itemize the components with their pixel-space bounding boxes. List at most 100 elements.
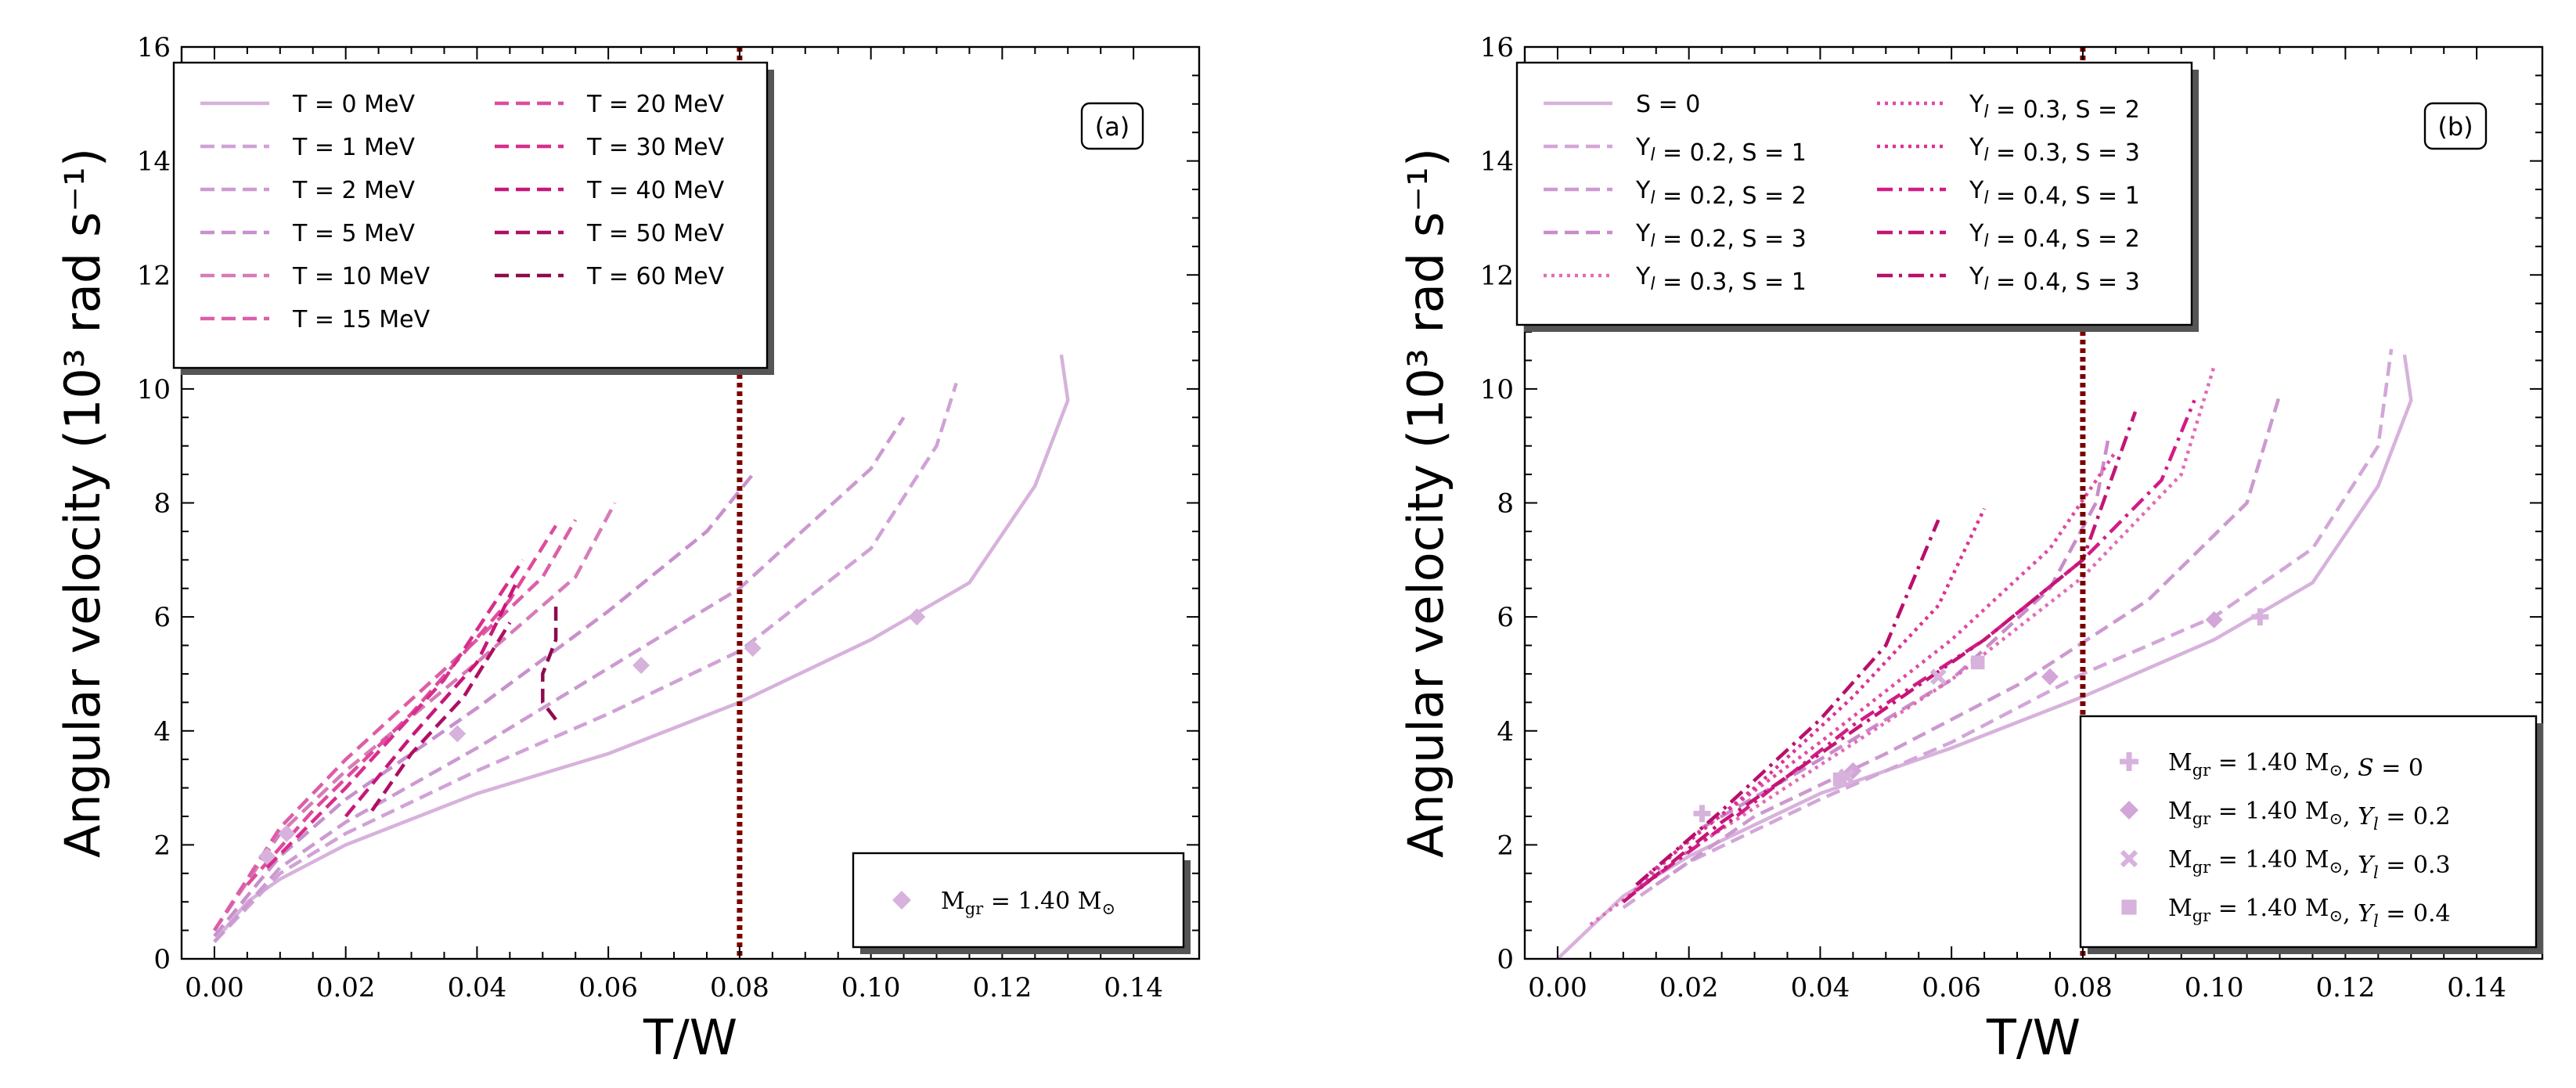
x-tick-label: 0.02: [316, 972, 376, 1003]
series-line-7: [265, 559, 524, 870]
data-marker-0-0: [2251, 608, 2269, 626]
x-tick-label: 0.04: [1791, 972, 1850, 1003]
y-tick-label: 12: [1480, 260, 1514, 291]
marker-legend-label-2: Mgr = 1.40 M⊙, Yl = 0.3: [2168, 846, 2451, 882]
marker-legend-box: [2079, 715, 2538, 949]
marker-legend-symbol-3: [2121, 899, 2137, 915]
data-marker-0-2: [632, 657, 650, 675]
legend-label-0: T = 0 MeV: [292, 91, 415, 118]
y-tick-label: 6: [1497, 602, 1514, 633]
marker-legend-label-3: Mgr = 1.40 M⊙, Yl = 0.4: [2168, 895, 2451, 931]
data-marker-0-1: [744, 639, 762, 657]
series-line-2: [213, 416, 906, 943]
y-tick-label: 10: [137, 374, 171, 405]
legend-label-8: Yl = 0.4, S = 2: [1969, 220, 2140, 253]
y-tick-label: 4: [153, 716, 171, 748]
legend-label-2: T = 2 MeV: [292, 177, 415, 204]
marker-legend-symbol-0: [2120, 752, 2138, 771]
legend-label-4: T = 10 MeV: [292, 263, 431, 290]
series-line-0: [213, 354, 1070, 943]
data-marker-0-1: [1693, 805, 1711, 823]
data-marker-0-5: [258, 847, 276, 865]
y-tick-label: 4: [1497, 716, 1514, 748]
y-tick-label: 12: [137, 260, 171, 291]
y-tick-label: 2: [1497, 830, 1514, 861]
legend-label-8: T = 40 MeV: [586, 177, 725, 204]
series-line-9: [1635, 519, 1940, 886]
series-line-2: [1655, 394, 2282, 887]
data-marker-0-4: [278, 824, 296, 842]
legend-label-10: T = 60 MeV: [586, 263, 725, 290]
data-marker-0-0: [908, 608, 926, 626]
panel-tag: (b): [2437, 112, 2473, 142]
x-tick-label: 0.10: [2185, 972, 2244, 1003]
y-tick-label: 10: [1480, 374, 1514, 405]
x-axis-label: T/W: [643, 1009, 737, 1066]
series-line-1: [213, 382, 958, 943]
legend-label-9: Yl = 0.4, S = 3: [1969, 263, 2140, 296]
marker-legend-label-0: Mgr = 1.40 M⊙, S = 0: [2168, 749, 2423, 782]
x-tick-label: 0.00: [1528, 972, 1587, 1003]
panel-a: 0.00 0.02 0.04 0.06 0.08 0.10 0.12 0.14 0 2 4 6 8 10 1…: [54, 32, 1201, 1066]
series-line-5: [213, 519, 578, 931]
marker-legend-label-1: Mgr = 1.40 M⊙, Yl = 0.2: [2168, 798, 2451, 834]
y-tick-label: 2: [153, 830, 171, 861]
x-tick-label: 0.14: [1104, 972, 1163, 1003]
y-tick-label: 14: [137, 146, 171, 178]
marker-legend-symbol-1: [2120, 801, 2138, 820]
legend-label-4: Yl = 0.3, S = 1: [1635, 263, 1807, 296]
x-tick-label: 0.14: [2447, 972, 2506, 1003]
legend-label-2: Yl = 0.2, S = 2: [1635, 177, 1807, 210]
y-tick-label: 14: [1480, 146, 1514, 178]
series-line-8: [344, 582, 518, 818]
series-line-4: [1589, 366, 2216, 927]
data-marker-1-0: [2205, 611, 2223, 629]
panel-tag: (a): [1095, 112, 1130, 142]
x-tick-label: 0.06: [578, 972, 638, 1003]
marker-legend-label-0: Mgr = 1.40 M⊙: [941, 888, 1115, 918]
x-tick-label: 0.10: [841, 972, 901, 1003]
legend-box: [172, 61, 769, 369]
legend-label-7: Yl = 0.4, S = 1: [1969, 177, 2140, 210]
y-axis-label: Angular velocity (10³ rad s⁻¹): [54, 148, 111, 858]
legend-label-6: Yl = 0.3, S = 3: [1969, 134, 2140, 167]
x-tick-label: 0.00: [185, 972, 244, 1003]
x-tick-label: 0.08: [710, 972, 769, 1003]
x-tick-label: 0.12: [973, 972, 1032, 1003]
data-marker-0-3: [449, 725, 467, 743]
panel-b: 0.00 0.02 0.04 0.06 0.08 0.10 0.12 0.14 0 2 4 6 8 10 1…: [1397, 32, 2544, 1066]
legend-label-0: S = 0: [1636, 91, 1700, 118]
series-line-5: [1622, 450, 2117, 903]
series-line-6: [246, 524, 558, 886]
marker-legend-symbol-2: [2120, 849, 2138, 868]
legend-label-9: T = 50 MeV: [586, 220, 725, 247]
legend-label-7: T = 30 MeV: [586, 134, 725, 161]
x-tick-label: 0.04: [448, 972, 507, 1003]
series-line-1: [1622, 348, 2394, 910]
x-tick-label: 0.02: [1659, 972, 1719, 1003]
legend-label-5: Yl = 0.3, S = 2: [1969, 91, 2140, 124]
series-line-8: [1622, 411, 2138, 903]
series-line-3: [1701, 434, 2111, 830]
y-tick-label: 0: [1497, 944, 1514, 975]
data-marker-3-1: [1832, 772, 1847, 787]
y-tick-label: 0: [153, 944, 171, 975]
x-axis-label: T/W: [1986, 1009, 2081, 1066]
legend-box: [1515, 61, 2193, 326]
legend-label-5: T = 15 MeV: [292, 306, 431, 333]
series-line-9: [370, 621, 512, 812]
legend-label-1: T = 1 MeV: [292, 134, 415, 161]
legend-label-3: T = 5 MeV: [292, 220, 415, 247]
x-tick-label: 0.12: [2316, 972, 2376, 1003]
data-marker-3-0: [1970, 655, 1985, 670]
y-tick-label: 16: [137, 32, 171, 63]
y-tick-label: 16: [1480, 32, 1514, 63]
series-line-10: [541, 600, 558, 721]
legend-label-6: T = 20 MeV: [586, 91, 725, 118]
series-line-3: [213, 473, 755, 938]
y-tick-label: 8: [1497, 488, 1514, 520]
y-tick-label: 6: [153, 602, 171, 633]
data-marker-1-1: [2041, 668, 2059, 686]
y-tick-label: 8: [153, 488, 171, 520]
panel-tag-box: [2423, 102, 2488, 150]
